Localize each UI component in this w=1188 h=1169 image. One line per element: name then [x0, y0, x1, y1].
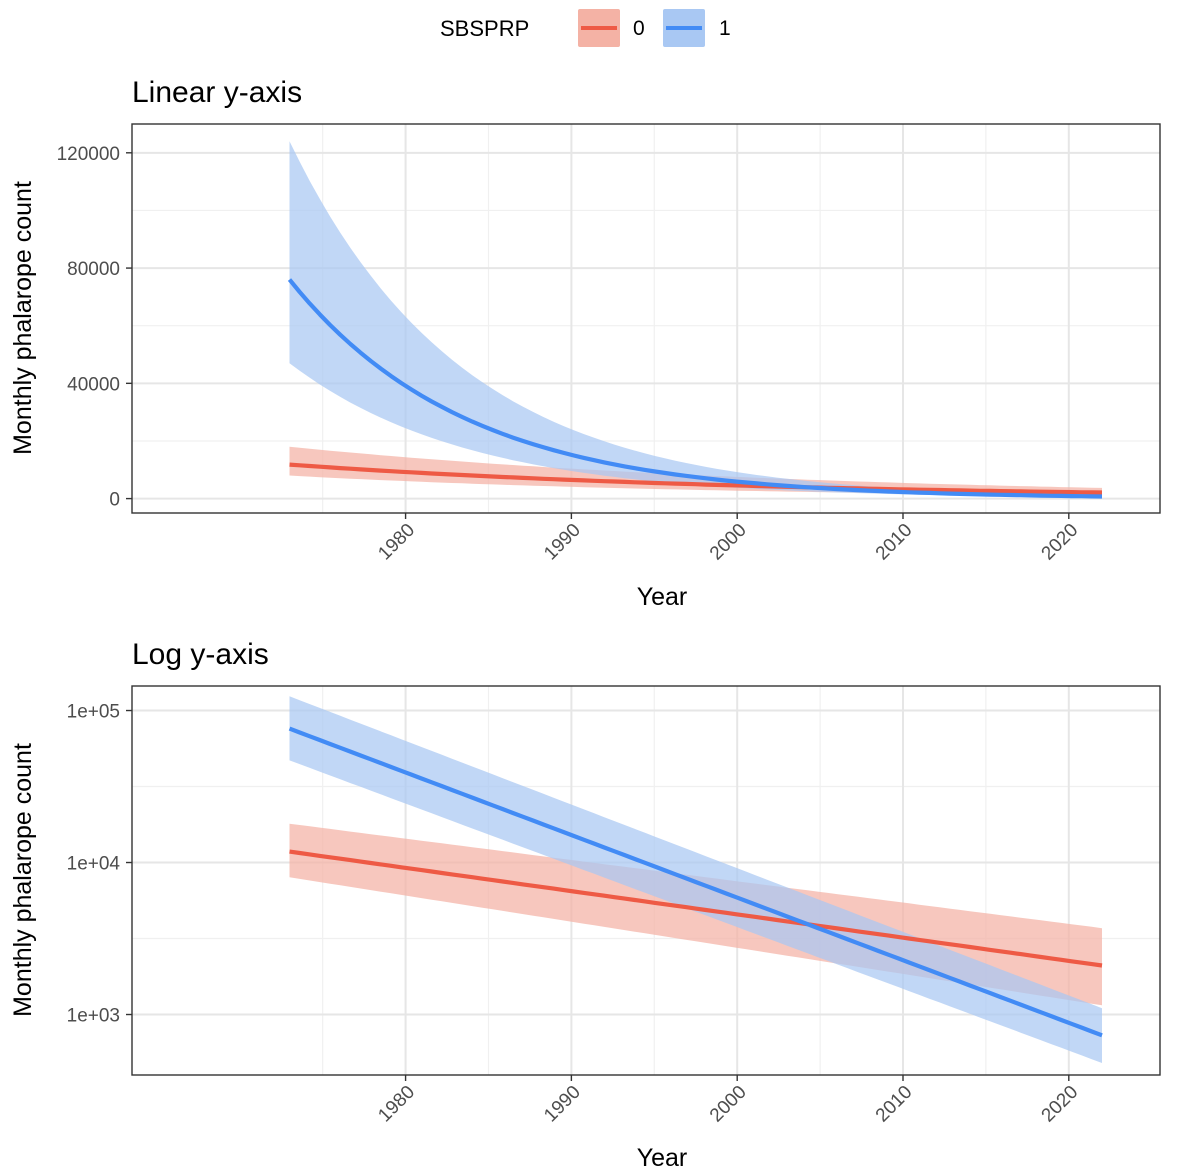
x-tick-label: 1990 — [540, 520, 585, 565]
x-tick-label: 2020 — [1038, 1082, 1083, 1127]
x-tick-label: 1980 — [374, 520, 419, 565]
x-tick-label: 1990 — [540, 1082, 585, 1127]
ci-band-series-1 — [289, 141, 1102, 498]
panel-log: Log y-axis Monthly phalarope count Year … — [9, 638, 1161, 1169]
legend-label-1: 1 — [719, 17, 731, 40]
x-tick-label: 2010 — [872, 520, 917, 565]
ci-band-series-1 — [289, 696, 1102, 1063]
x-tick-label: 2010 — [872, 1082, 917, 1127]
legend-label-0: 0 — [633, 17, 645, 40]
panel-linear-xlabel: Year — [637, 583, 688, 611]
x-tick-label: 1980 — [374, 1082, 419, 1127]
panel-log-plot: 1e+03 1e+04 1e+05 1980 1990 2000 2010 2020 — [67, 685, 1161, 1127]
y-tick-label: 120000 — [57, 144, 120, 165]
x-tick-label: 2000 — [706, 520, 751, 565]
y-tick-label: 1e+04 — [67, 854, 121, 875]
x-tick-label: 2020 — [1038, 520, 1083, 565]
panel-log-ylabel: Monthly phalarope count — [9, 743, 37, 1017]
y-tick-label: 40000 — [67, 374, 120, 395]
legend-key-1 — [663, 9, 705, 47]
panel-border — [131, 685, 1161, 1076]
panel-log-title: Log y-axis — [132, 638, 269, 671]
panel-border — [131, 123, 1161, 514]
legend: SBSPRP 0 1 — [440, 9, 731, 47]
fit-line-series-0 — [289, 849, 1103, 968]
y-tick-label: 0 — [109, 490, 120, 511]
panel-linear-plot: 0 40000 80000 120000 1980 1990 2000 2010 2020 — [57, 123, 1161, 565]
ci-band-series-0 — [289, 446, 1102, 496]
panel-linear-ylabel: Monthly phalarope count — [9, 181, 37, 455]
panel-linear: Linear y-axis Monthly phalarope count Ye… — [9, 76, 1161, 611]
y-tick-label: 80000 — [67, 259, 120, 280]
panel-linear-title: Linear y-axis — [132, 76, 302, 109]
legend-key-0 — [578, 9, 620, 47]
y-tick-label: 1e+05 — [67, 702, 120, 723]
x-tick-label: 2000 — [706, 1082, 751, 1127]
legend-title: SBSPRP — [440, 16, 529, 41]
fit-line-series-1 — [287, 278, 1103, 499]
panel-log-xlabel: Year — [637, 1144, 688, 1169]
fit-line-series-1 — [288, 726, 1103, 1038]
fit-line-series-0 — [289, 462, 1103, 495]
y-tick-label: 1e+03 — [67, 1006, 120, 1027]
